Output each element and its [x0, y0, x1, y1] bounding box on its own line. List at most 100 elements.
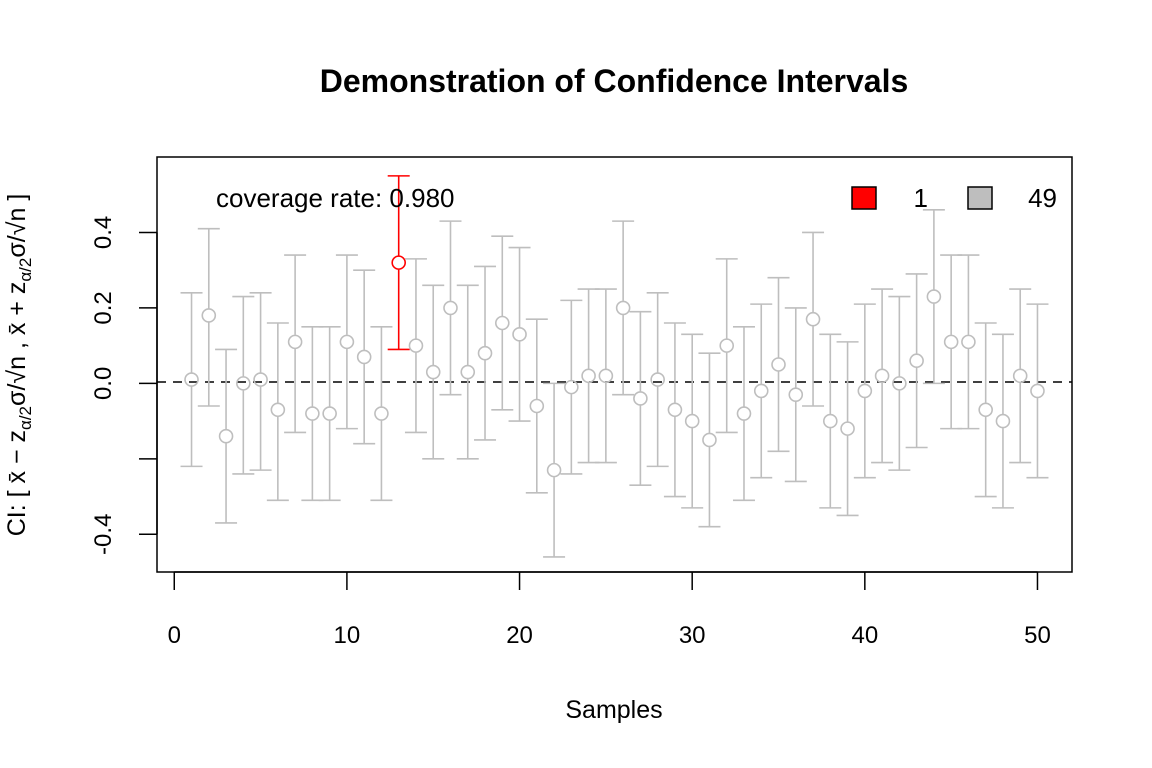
x-axis: 0 10 20 30 40 50: [168, 571, 1051, 649]
interval: [525, 318, 548, 494]
mean-point: [805, 311, 821, 327]
interval: [1026, 303, 1049, 479]
interval: [491, 235, 514, 411]
interval: [629, 310, 652, 487]
chart-title: Demonstration of Confidence Intervals: [320, 63, 909, 99]
mean-point: [391, 255, 406, 270]
x-tick-label: 40: [851, 622, 878, 649]
legend-label: 49: [1028, 183, 1057, 213]
mean-point: [995, 413, 1011, 429]
mean-point: [305, 406, 320, 421]
svg-text:CI: [ x̄ − zα/2σ/√n , x̄ + zα: CI: [ x̄ − zα/2σ/√n , x̄ + zα/2σ/√n ]: [3, 194, 35, 537]
mean-point: [892, 376, 907, 391]
x-tick-label: 20: [506, 622, 533, 649]
interval: [422, 284, 445, 460]
interval: [802, 231, 825, 407]
mean-point: [512, 327, 527, 342]
mean-point: [494, 315, 510, 331]
interval: [612, 220, 635, 396]
y-axis-label: CI: [ x̄ − zα/2σ/√n , x̄ + zα/2σ/√n ]: [3, 194, 35, 537]
mean-point: [702, 432, 717, 448]
interval: [888, 295, 911, 471]
mean-point: [909, 353, 924, 369]
interval: [957, 254, 980, 430]
interval: [301, 325, 324, 502]
mean-point: [1012, 368, 1028, 384]
interval: [819, 333, 842, 509]
interval: [508, 246, 531, 422]
x-tick-label: 50: [1024, 622, 1051, 649]
interval: [681, 333, 704, 509]
mean-point: [218, 428, 234, 444]
mean-point: [564, 379, 579, 395]
interval: [474, 265, 497, 441]
interval: [922, 209, 945, 385]
interval: [439, 220, 462, 396]
mean-point: [736, 406, 752, 421]
legend-swatch: [851, 186, 877, 210]
interval: [560, 299, 583, 475]
mean-point: [184, 372, 199, 387]
mean-point: [719, 338, 735, 353]
interval: [1009, 288, 1032, 464]
mean-point: [650, 372, 665, 387]
interval: [335, 254, 358, 430]
mean-point: [771, 357, 786, 372]
interval: [974, 322, 997, 498]
interval: [940, 254, 963, 430]
interval: [698, 352, 721, 528]
mean-point: [667, 402, 683, 418]
interval: [370, 325, 393, 502]
interval: [715, 258, 738, 434]
interval: [594, 288, 617, 464]
interval: [353, 269, 376, 445]
y-axis: -0.4 0.0 0.2 0.4: [90, 216, 158, 555]
interval: [991, 333, 1014, 509]
legend: 1 49: [851, 183, 1057, 213]
y-tick-label: -0.4: [90, 514, 117, 555]
interval: [284, 254, 307, 434]
mean-point: [201, 308, 217, 323]
x-tick-label: 10: [334, 622, 361, 649]
legend-swatch: [967, 186, 993, 210]
mean-point: [270, 402, 286, 418]
plot-frame: [156, 156, 1073, 573]
x-tick-label: 30: [679, 622, 706, 649]
interval-series: [180, 175, 1049, 558]
interval: [836, 341, 859, 517]
mean-point: [236, 376, 251, 391]
mean-point: [477, 345, 493, 361]
interval: [543, 382, 566, 558]
interval: [215, 348, 238, 524]
interval: [180, 292, 203, 468]
mean-point: [287, 334, 303, 350]
legend-label: 1: [914, 183, 928, 213]
interval: [318, 325, 341, 502]
mean-point: [253, 372, 268, 387]
x-tick-label: 0: [168, 622, 181, 649]
mean-point: [684, 413, 700, 429]
interval: [750, 303, 773, 479]
mean-point: [633, 391, 648, 406]
mean-point: [529, 398, 545, 414]
interval: [266, 322, 289, 502]
mean-point: [823, 413, 838, 429]
mean-point: [322, 406, 337, 421]
interval: [456, 284, 479, 460]
y-tick-label: 0.0: [90, 367, 117, 400]
mean-point: [356, 349, 372, 365]
x-axis-label: Samples: [565, 696, 662, 724]
mean-point: [460, 364, 476, 380]
interval: [404, 258, 427, 434]
interval: [784, 307, 807, 483]
mean-point: [753, 383, 769, 399]
mean-point: [978, 402, 993, 418]
interval: [249, 292, 272, 471]
mean-point: [926, 289, 942, 304]
mean-point: [615, 300, 631, 316]
interval: [905, 273, 928, 449]
interval: [871, 288, 894, 464]
mean-point: [339, 334, 355, 350]
interval: [853, 303, 876, 479]
interval: [197, 227, 220, 407]
